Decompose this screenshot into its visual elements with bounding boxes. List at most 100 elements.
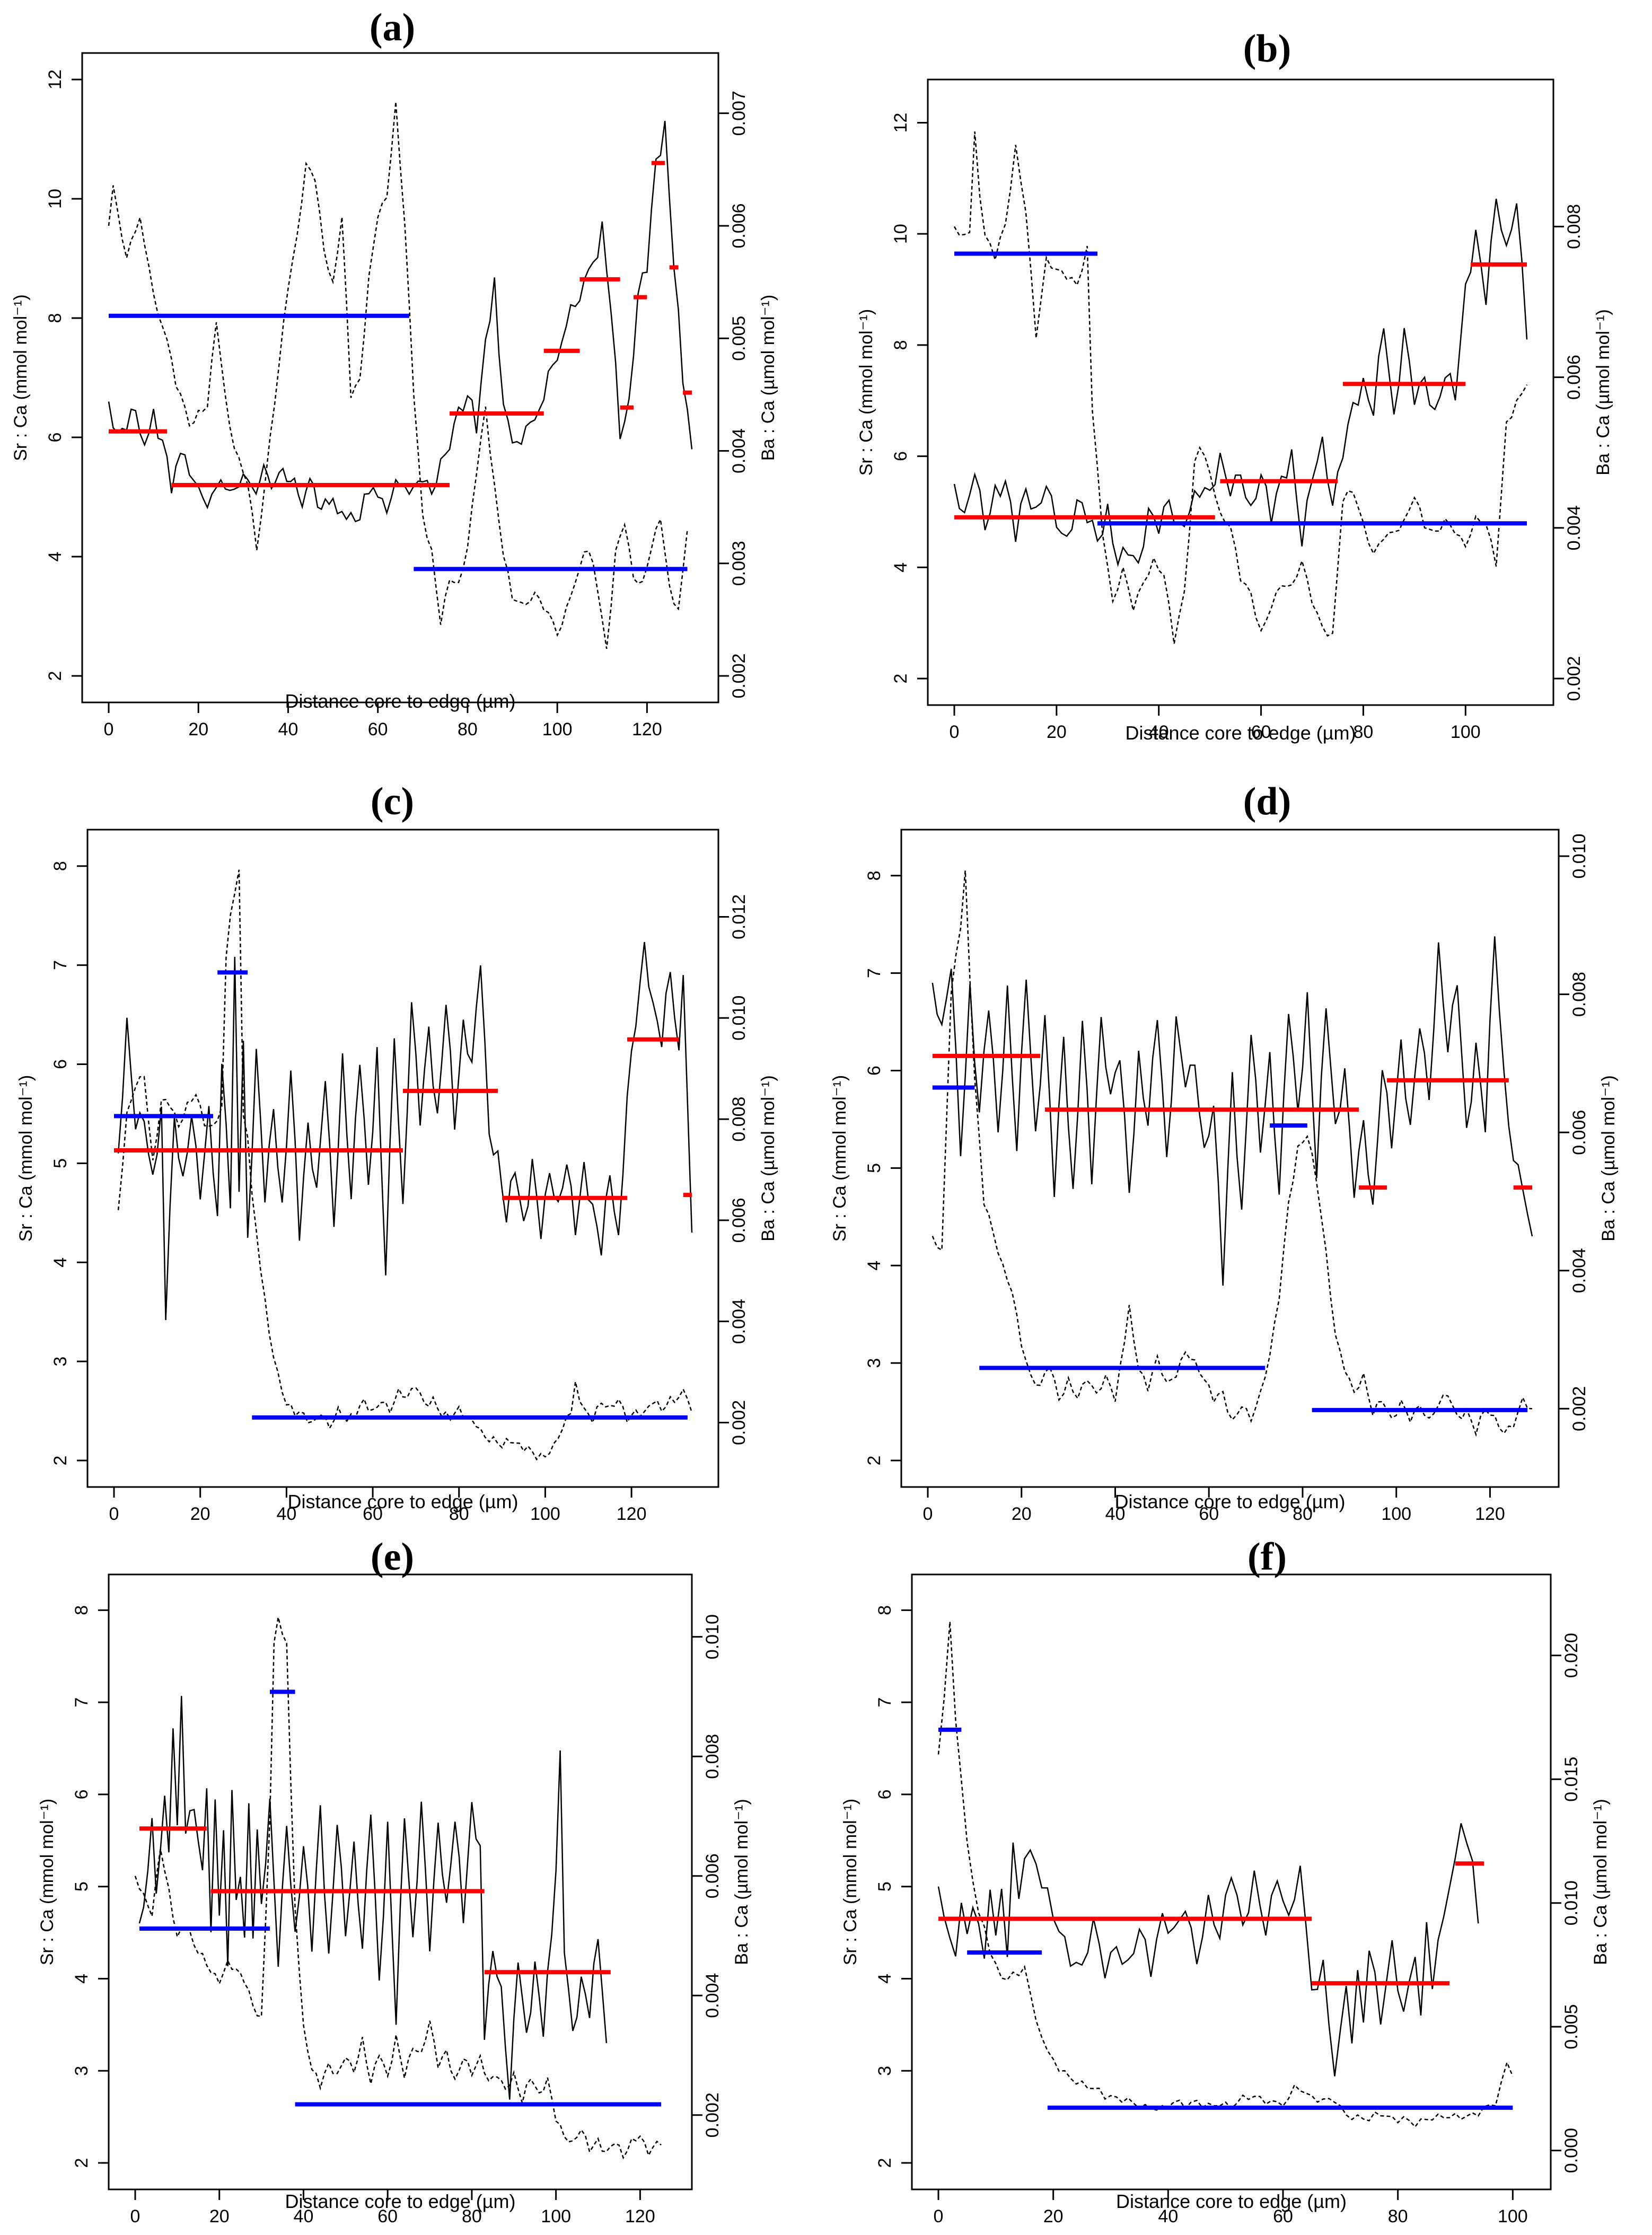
y2-tick-label: 0.010 bbox=[702, 1614, 723, 1659]
x-tick-label: 40 bbox=[294, 2206, 314, 2227]
chart-panel-e: 0 20 40 60 80 100 120 Distance core to edge (µm… bbox=[37, 1573, 752, 2227]
y-tick-label: 5 bbox=[50, 1158, 71, 1168]
x-tick-label: 120 bbox=[625, 2206, 655, 2227]
y-axis-label: Sr : Ca (mmol mol⁻¹) bbox=[856, 309, 876, 476]
x-axis-label: Distance core to edge (µm) bbox=[1115, 1491, 1346, 1512]
y-axis-label: Sr : Ca (mmol mol⁻¹) bbox=[840, 1799, 860, 1966]
x-tick-label: 20 bbox=[1047, 722, 1067, 742]
y2-tick-label: 0.004 bbox=[702, 1973, 723, 2018]
x-tick-label: 20 bbox=[190, 1504, 210, 1524]
y-axis-label: Sr : Ca (mmol mol⁻¹) bbox=[830, 1075, 850, 1242]
x-tick-label: 0 bbox=[104, 719, 114, 740]
x-tick-label: 20 bbox=[1043, 2206, 1064, 2227]
y-tick-label: 8 bbox=[72, 1605, 92, 1615]
ba-ca-series-line bbox=[932, 870, 1533, 1437]
x-tick-label: 40 bbox=[1105, 1504, 1126, 1524]
x-axis-label: Distance core to edge (µm) bbox=[1126, 722, 1356, 744]
x-tick-label: 60 bbox=[1273, 2206, 1293, 2227]
y2-axis-label: Ba : Ca (µmol mol⁻¹) bbox=[732, 1799, 752, 1965]
y-tick-label: 4 bbox=[891, 562, 911, 573]
y2-tick-label: 0.006 bbox=[729, 203, 749, 248]
y-tick-label: 5 bbox=[72, 1881, 92, 1891]
x-tick-label: 20 bbox=[188, 719, 208, 740]
y-tick-label: 7 bbox=[72, 1697, 92, 1708]
plot-frame bbox=[911, 1573, 1552, 2190]
y2-tick-label: 0.012 bbox=[729, 894, 749, 939]
y-tick-label: 4 bbox=[864, 1261, 884, 1271]
y-tick-label: 3 bbox=[864, 1358, 884, 1368]
x-tick-label: 40 bbox=[1149, 722, 1169, 742]
panel-label-f: (f) bbox=[1247, 1535, 1287, 1579]
y2-axis-label: Ba : Ca (µmol mol⁻¹) bbox=[758, 1075, 778, 1241]
y2-tick-label: 0.010 bbox=[1569, 833, 1589, 878]
x-axis-label: Distance core to edge (µm) bbox=[285, 690, 516, 712]
x-tick-label: 80 bbox=[449, 1504, 469, 1524]
y-tick-label: 2 bbox=[864, 1456, 884, 1466]
sr-ca-series-line bbox=[138, 1696, 608, 2100]
panel-label-d: (d) bbox=[1243, 780, 1291, 823]
y2-tick-label: 0.008 bbox=[702, 1734, 723, 1779]
y2-tick-label: 0.006 bbox=[1564, 355, 1584, 400]
y2-axis-label: Ba : Ca (µmol mol⁻¹) bbox=[1598, 1075, 1619, 1241]
y-tick-label: 4 bbox=[45, 552, 65, 562]
y-tick-label: 4 bbox=[72, 1974, 92, 1984]
y-tick-label: 8 bbox=[50, 861, 71, 871]
x-tick-label: 0 bbox=[923, 1504, 933, 1524]
y2-tick-label: 0.010 bbox=[1561, 1880, 1581, 1925]
plot-frame bbox=[927, 78, 1554, 706]
y2-tick-label: 0.008 bbox=[729, 1097, 749, 1142]
y2-tick-label: 0.000 bbox=[1561, 2128, 1581, 2173]
y2-tick-label: 0.002 bbox=[1564, 656, 1584, 701]
plot-frame bbox=[108, 1573, 693, 2190]
x-tick-label: 120 bbox=[617, 1504, 647, 1524]
y2-tick-label: 0.004 bbox=[1564, 505, 1584, 550]
x-tick-label: 0 bbox=[109, 1504, 119, 1524]
x-tick-label: 60 bbox=[377, 2206, 398, 2227]
chart-panel-a: 0 20 40 60 80 100 120 Distance core to edge (µm… bbox=[11, 52, 778, 740]
y2-axis-label: Ba : Ca (µmol mol⁻¹) bbox=[1591, 1799, 1611, 1965]
y-tick-label: 2 bbox=[72, 2158, 92, 2168]
x-tick-label: 120 bbox=[1475, 1504, 1505, 1524]
chart-panel-f: 0 20 40 60 80 100 Distance core to edge (µm) 2 3… bbox=[840, 1573, 1611, 2227]
x-axis-label: Distance core to edge (µm) bbox=[285, 2190, 516, 2212]
sr-ca-series-line bbox=[932, 936, 1533, 1286]
x-tick-label: 80 bbox=[1293, 1504, 1313, 1524]
x-tick-label: 20 bbox=[1012, 1504, 1032, 1524]
plot-frame bbox=[900, 829, 1560, 1488]
ba-ca-series-line bbox=[134, 1617, 662, 2160]
y2-tick-label: 0.005 bbox=[1561, 2004, 1581, 2049]
y-tick-label: 2 bbox=[875, 2158, 895, 2168]
ba-ca-series-line bbox=[108, 101, 688, 649]
x-tick-label: 80 bbox=[458, 719, 478, 740]
y-tick-label: 6 bbox=[875, 1789, 895, 1799]
x-axis-label: Distance core to edge (µm) bbox=[1116, 2190, 1347, 2212]
y2-tick-label: 0.002 bbox=[729, 1400, 749, 1445]
y-tick-label: 2 bbox=[45, 671, 65, 681]
ba-ca-series-line bbox=[953, 131, 1528, 644]
y2-tick-label: 0.004 bbox=[729, 1299, 749, 1344]
x-tick-label: 40 bbox=[276, 1504, 296, 1524]
y2-tick-label: 0.002 bbox=[1569, 1386, 1589, 1431]
x-tick-label: 100 bbox=[1498, 2206, 1528, 2227]
chart-panel-c: 0 20 40 60 80 100 120 Distance core to edge (µm… bbox=[16, 829, 778, 1524]
y-tick-label: 3 bbox=[72, 2066, 92, 2076]
x-tick-label: 80 bbox=[462, 2206, 482, 2227]
x-tick-label: 120 bbox=[632, 719, 662, 740]
panel-label-a: (a) bbox=[369, 6, 416, 49]
sr-ca-series-line bbox=[937, 1823, 1479, 2076]
y-tick-label: 7 bbox=[875, 1697, 895, 1708]
y-tick-label: 8 bbox=[864, 870, 884, 881]
y2-tick-label: 0.020 bbox=[1561, 1633, 1581, 1678]
sr-ca-series-line bbox=[108, 120, 693, 523]
y-tick-label: 7 bbox=[864, 968, 884, 978]
y-axis-label: Sr : Ca (mmol mol⁻¹) bbox=[11, 294, 31, 461]
y2-tick-label: 0.005 bbox=[729, 316, 749, 361]
x-tick-label: 100 bbox=[530, 1504, 560, 1524]
y-axis-label: Sr : Ca (mmol mol⁻¹) bbox=[16, 1075, 36, 1242]
sr-ca-series-line bbox=[953, 198, 1528, 567]
x-tick-label: 40 bbox=[1158, 2206, 1178, 2227]
y-tick-label: 2 bbox=[891, 674, 911, 684]
y2-tick-label: 0.008 bbox=[1569, 972, 1589, 1017]
y2-tick-label: 0.010 bbox=[729, 996, 749, 1041]
